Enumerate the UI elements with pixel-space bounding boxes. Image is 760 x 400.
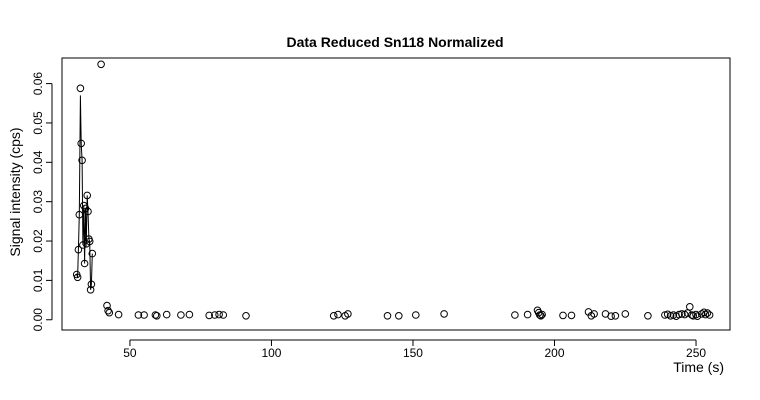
data-point bbox=[88, 249, 97, 258]
data-point bbox=[661, 311, 669, 319]
data-point bbox=[686, 303, 694, 311]
y-tick-label: 0.01 bbox=[31, 268, 45, 292]
data-point bbox=[621, 310, 630, 318]
data-point bbox=[73, 273, 82, 282]
data-point bbox=[215, 310, 223, 319]
data-point bbox=[114, 310, 123, 319]
y-axis: 0.00 0.01 0.02 0.03 0.04 0.05 0.06 bbox=[31, 72, 53, 332]
data-point bbox=[697, 310, 706, 318]
data-point bbox=[79, 241, 87, 249]
data-point bbox=[134, 311, 143, 319]
plot-frame bbox=[61, 57, 731, 331]
data-point bbox=[76, 84, 85, 93]
x-tick-label: 100 bbox=[261, 346, 281, 360]
data-point bbox=[334, 310, 342, 319]
data-point bbox=[692, 310, 700, 319]
data-point bbox=[177, 311, 185, 319]
data-point bbox=[87, 280, 96, 289]
data-point bbox=[80, 259, 89, 268]
data-point bbox=[104, 306, 112, 315]
data-point bbox=[688, 311, 696, 319]
data-point bbox=[151, 311, 160, 319]
data-point bbox=[205, 311, 213, 320]
data-point bbox=[644, 312, 652, 320]
data-point bbox=[523, 310, 532, 319]
data-point bbox=[611, 312, 620, 320]
data-point bbox=[153, 312, 161, 320]
data-point bbox=[140, 311, 148, 319]
data-point bbox=[97, 60, 105, 69]
data-point bbox=[83, 191, 91, 200]
data-point bbox=[105, 308, 114, 317]
data-point bbox=[242, 312, 250, 320]
data-point bbox=[85, 237, 94, 246]
data-point bbox=[74, 245, 83, 254]
data-point bbox=[511, 311, 519, 319]
data-point bbox=[395, 312, 403, 320]
y-tick-label: 0.02 bbox=[31, 229, 45, 253]
data-point bbox=[329, 312, 338, 320]
y-tick-label: 0.04 bbox=[31, 150, 45, 174]
data-point bbox=[537, 312, 545, 320]
data-point bbox=[219, 311, 228, 319]
data-point bbox=[440, 310, 448, 318]
data-point bbox=[705, 311, 714, 319]
y-axis-label: Signal intensity (cps) bbox=[7, 127, 23, 256]
series-line-group bbox=[76, 95, 93, 290]
data-point bbox=[84, 207, 92, 216]
data-point bbox=[567, 311, 576, 320]
data-point bbox=[701, 310, 710, 319]
data-point bbox=[412, 311, 420, 319]
series-line bbox=[76, 95, 93, 290]
data-point bbox=[675, 310, 683, 319]
x-axis-label: Time (s) bbox=[673, 359, 724, 375]
data-point bbox=[607, 312, 615, 321]
data-point bbox=[211, 311, 219, 319]
data-point bbox=[103, 301, 111, 310]
data-point bbox=[538, 310, 546, 319]
data-point bbox=[77, 139, 85, 148]
y-tick-label: 0.06 bbox=[31, 72, 45, 96]
x-tick-label: 200 bbox=[544, 346, 564, 360]
data-point bbox=[678, 310, 686, 318]
data-point bbox=[162, 310, 171, 319]
data-point bbox=[185, 310, 194, 319]
x-axis: 50 100 150 200 250 bbox=[123, 339, 706, 360]
x-tick-label: 150 bbox=[403, 346, 423, 360]
y-tick-label: 0.00 bbox=[31, 308, 45, 332]
chart-title: Data Reduced Sn118 Normalized bbox=[286, 34, 503, 50]
data-point bbox=[693, 312, 702, 321]
data-points bbox=[72, 60, 714, 321]
x-tick-label: 50 bbox=[123, 346, 137, 360]
y-tick-label: 0.03 bbox=[31, 190, 45, 214]
x-tick-label: 250 bbox=[686, 346, 706, 360]
data-point bbox=[559, 311, 567, 320]
data-point bbox=[703, 309, 712, 317]
data-point bbox=[344, 310, 352, 318]
data-point bbox=[86, 286, 95, 294]
y-tick-label: 0.05 bbox=[31, 111, 45, 135]
data-point bbox=[383, 312, 392, 320]
data-point bbox=[75, 210, 84, 219]
data-point bbox=[78, 156, 86, 165]
data-point bbox=[590, 310, 598, 318]
